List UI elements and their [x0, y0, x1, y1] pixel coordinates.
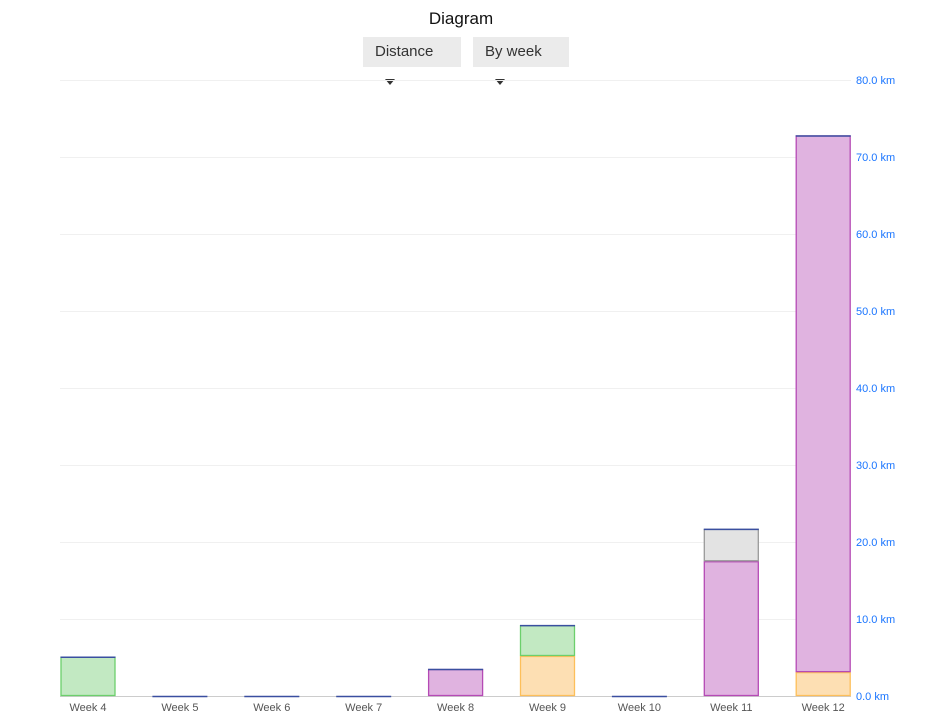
- x-tick-label: Week 9: [529, 702, 566, 714]
- bar-segment: [703, 528, 759, 562]
- bar-segment: [795, 135, 851, 673]
- y-tick-label: 60.0 km: [856, 229, 895, 241]
- x-tick-label: Week 4: [69, 702, 106, 714]
- metric-dropdown-label: Distance: [375, 43, 434, 60]
- period-dropdown[interactable]: By week: [473, 37, 569, 86]
- y-tick-label: 0.0 km: [856, 691, 889, 703]
- period-dropdown-label: By week: [485, 43, 542, 60]
- x-tick-label: Week 6: [253, 702, 290, 714]
- bar-segment: [795, 671, 851, 697]
- x-tick-label: Week 8: [437, 702, 474, 714]
- caret-down-icon: [385, 79, 395, 86]
- bar-segment: [519, 625, 576, 657]
- x-tick-label: Week 10: [618, 702, 661, 714]
- bar-segment: [519, 655, 576, 697]
- metric-dropdown[interactable]: Distance: [363, 37, 461, 86]
- y-tick-label: 70.0 km: [856, 152, 895, 164]
- y-tick-label: 30.0 km: [856, 460, 895, 472]
- y-tick-label: 50.0 km: [856, 306, 895, 318]
- y-tick-label: 10.0 km: [856, 614, 895, 626]
- y-tick-label: 40.0 km: [856, 383, 895, 395]
- x-tick-label: Week 11: [710, 702, 752, 714]
- bar-segment: [60, 656, 116, 697]
- caret-down-icon: [495, 79, 505, 86]
- bar-segment: [703, 561, 759, 697]
- y-tick-label: 20.0 km: [856, 537, 895, 549]
- x-tick-label: Week 12: [802, 702, 845, 714]
- x-tick-label: Week 7: [345, 702, 382, 714]
- y-tick-label: 80.0 km: [856, 75, 895, 87]
- bar-segment: [427, 668, 484, 697]
- x-tick-label: Week 5: [161, 702, 198, 714]
- chart-title: Diagram: [428, 9, 494, 28]
